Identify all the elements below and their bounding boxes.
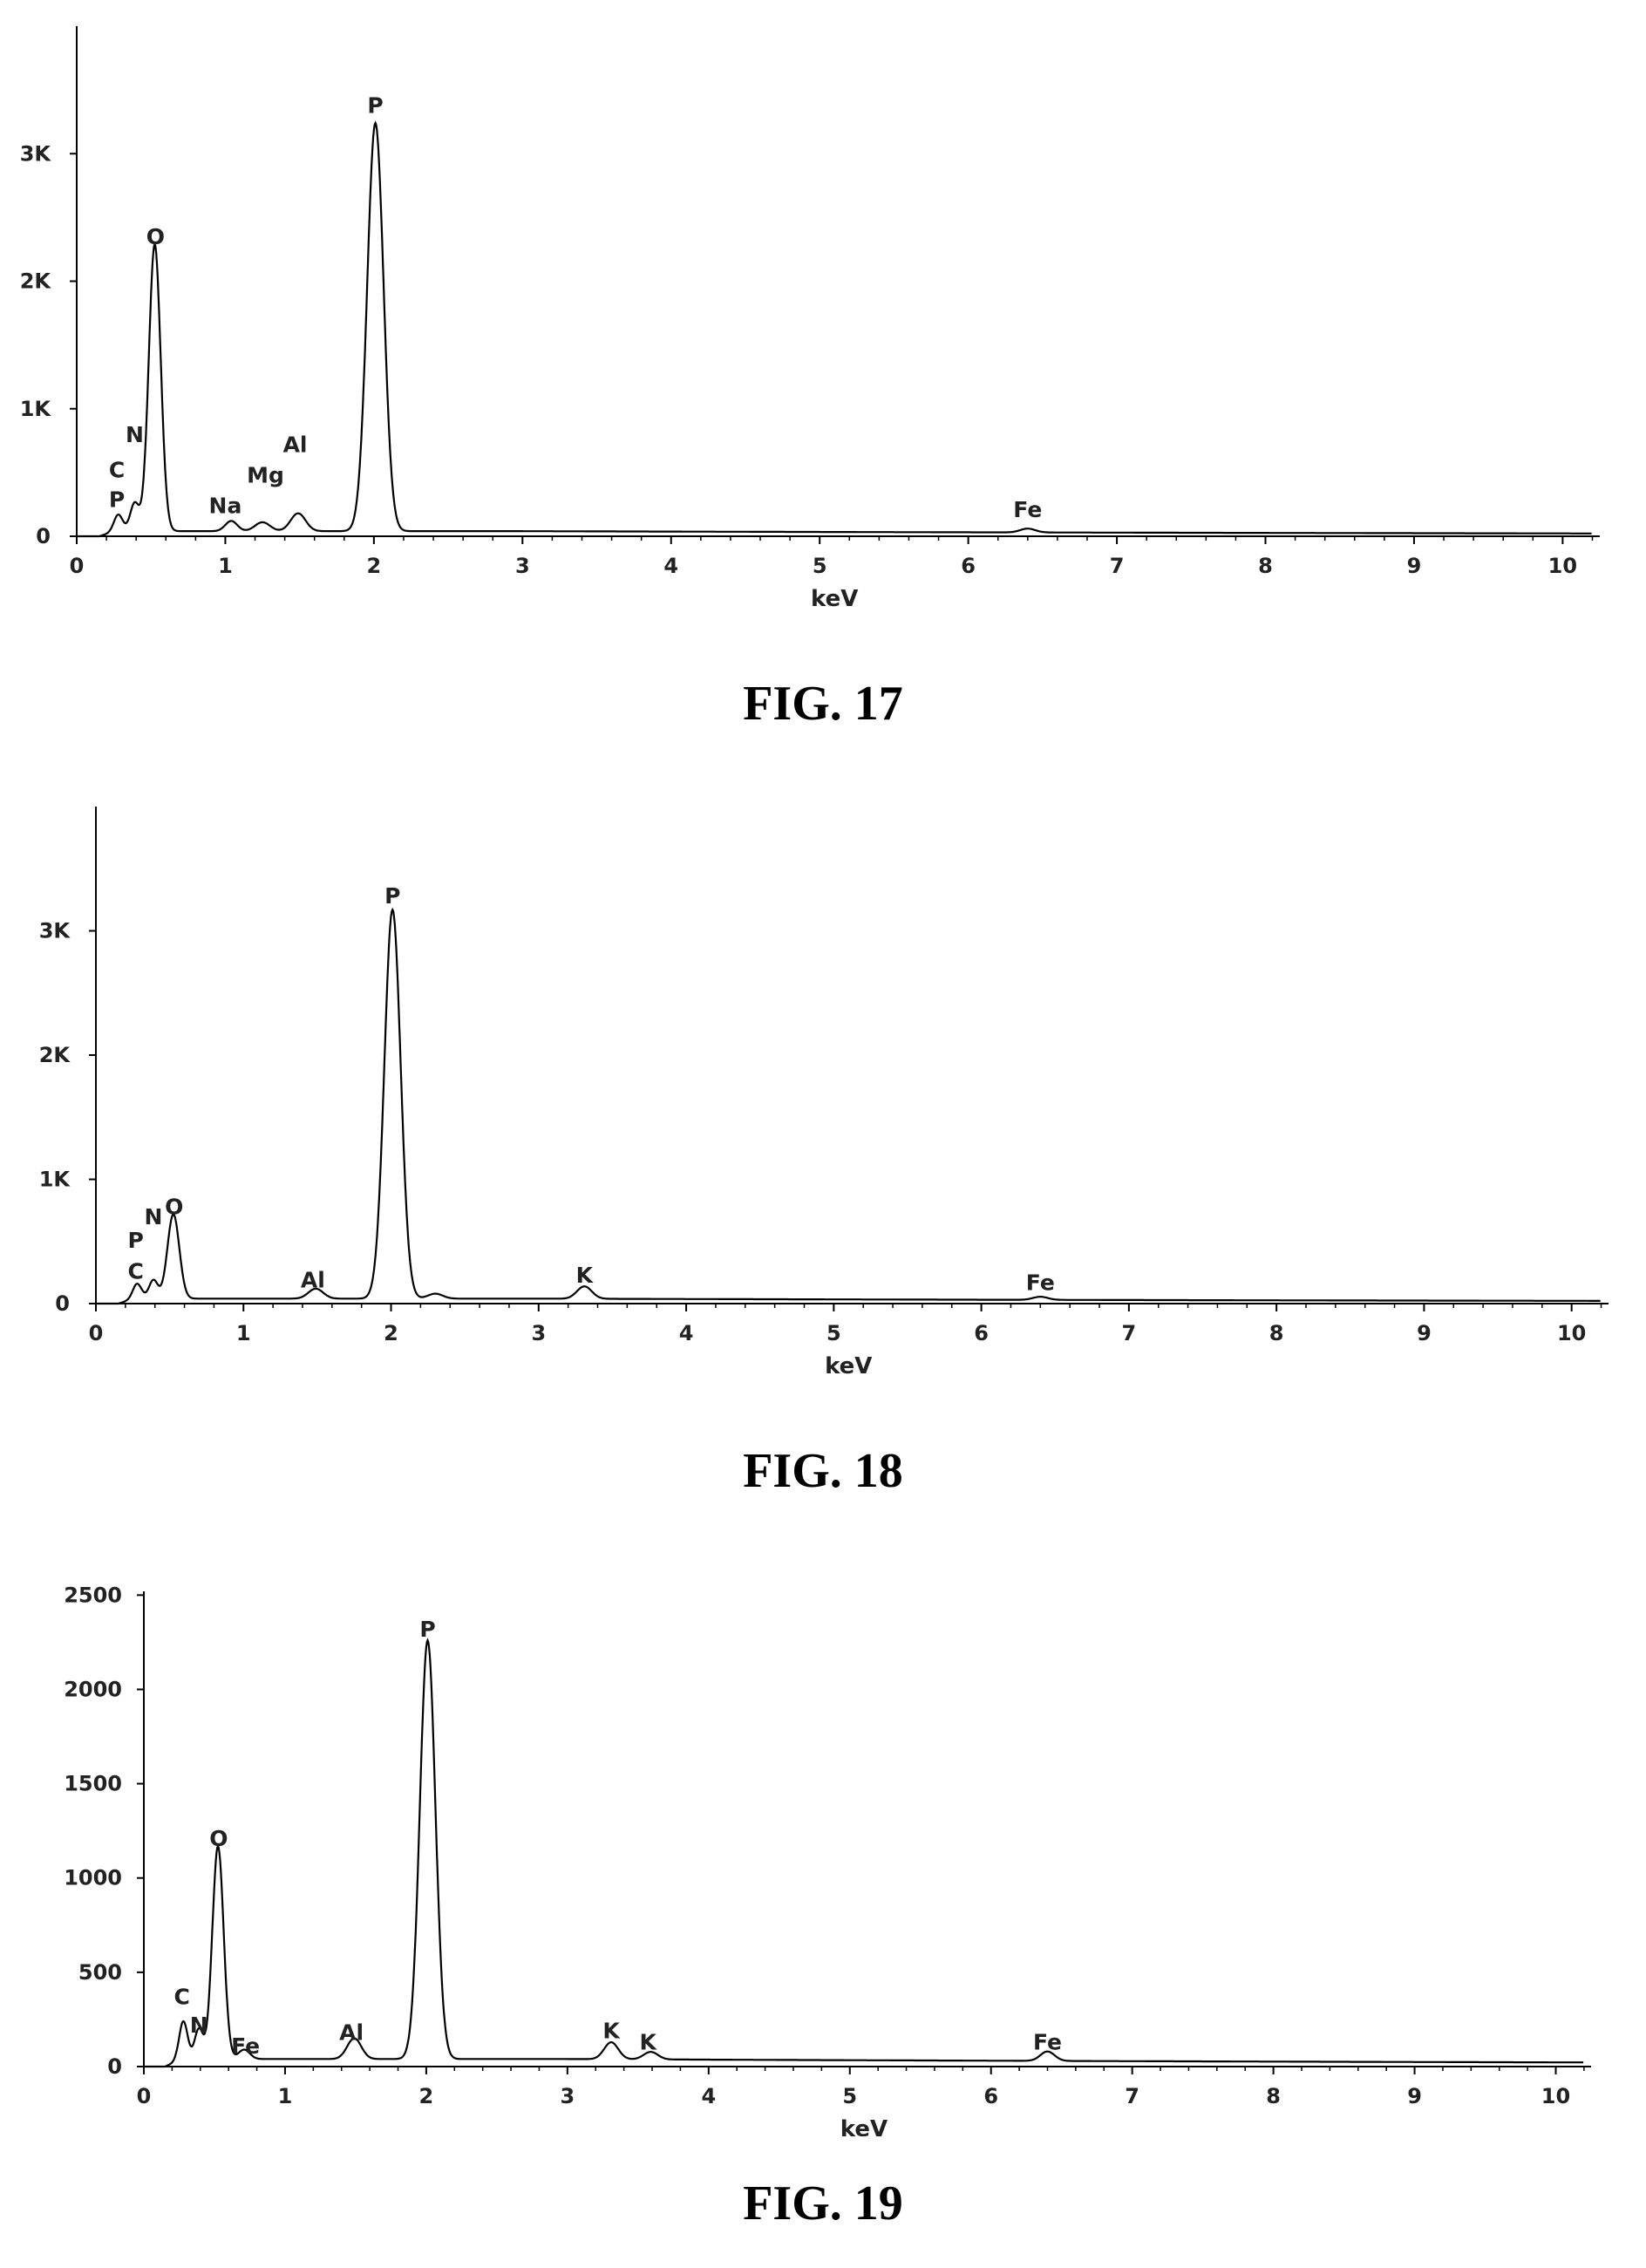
peak-label: P xyxy=(109,487,125,512)
y-tick-label: 0 xyxy=(107,2054,122,2079)
x-tick-label: 4 xyxy=(701,2084,716,2108)
x-tick-label: 2 xyxy=(419,2084,434,2108)
y-tick-label: 1K xyxy=(20,397,52,421)
chart-panel-fig18: 0 1 2 3 4 5 6 7 8 9 10 0 1K 2K 3K keV P C N O Al P K Fe FIG. 18 xyxy=(0,767,1646,1535)
x-tick-label: 10 xyxy=(1548,554,1577,578)
x-tick-label: 3 xyxy=(561,2084,575,2108)
peak-label: Fe xyxy=(231,2033,260,2059)
y-tick-label: 2000 xyxy=(64,1677,122,1701)
y-tick-label: 1K xyxy=(39,1168,71,1192)
peak-label: N xyxy=(190,2013,208,2038)
x-tick-label: 7 xyxy=(1122,1321,1137,1345)
x-tick-label: 5 xyxy=(826,1321,841,1345)
peak-label: Na xyxy=(209,494,242,519)
x-tick-label: 6 xyxy=(974,1321,989,1345)
x-tick-label: 5 xyxy=(813,554,827,578)
figure-caption-fig19: FIG. 19 xyxy=(743,2176,903,2231)
x-tick-label: 9 xyxy=(1407,554,1422,578)
spectrum-line xyxy=(144,1638,1584,2068)
peak-label: P xyxy=(384,883,400,909)
y-tick-label: 500 xyxy=(78,1960,122,1985)
peak-label: C xyxy=(174,1985,190,2010)
eds-spectrum-chart-fig19: 0 1 2 3 4 5 6 7 8 9 10 0 500 1000 1500 2000 2500 keV CN O Fe… xyxy=(64,1583,1591,2136)
peak-label: K xyxy=(576,1263,595,1288)
x-axis-title: keV xyxy=(811,586,858,612)
x-tick-label: 6 xyxy=(983,2084,998,2108)
x-tick-label: 4 xyxy=(663,554,678,578)
x-tick-label: 0 xyxy=(137,2084,152,2108)
x-tick-label: 2 xyxy=(367,554,382,578)
peak-label: P xyxy=(128,1228,144,1253)
x-tick-label: 1 xyxy=(278,2084,293,2108)
spectrum-line xyxy=(77,120,1592,538)
x-tick-label: 8 xyxy=(1258,554,1273,578)
x-tick-label: 8 xyxy=(1266,2084,1281,2108)
x-tick-label: 9 xyxy=(1417,1321,1432,1345)
figure-caption-fig17: FIG. 17 xyxy=(743,677,903,731)
y-tick-label: 2K xyxy=(39,1043,71,1067)
x-tick-label: 1 xyxy=(218,554,233,578)
x-tick-label: 10 xyxy=(1557,1321,1586,1345)
figure-caption-fig18: FIG. 18 xyxy=(743,1444,903,1498)
peak-label: N xyxy=(126,422,144,447)
x-tick-label: 9 xyxy=(1407,2084,1422,2108)
peak-label: Fe xyxy=(1013,497,1042,522)
chart-panel-fig19: 0 1 2 3 4 5 6 7 8 9 10 0 500 1000 1500 2000 2500 keV C N O Fe… xyxy=(0,1561,1646,2268)
peak-label: Fe xyxy=(1033,2030,1062,2055)
peak-label: P xyxy=(367,92,383,118)
x-tick-label: 6 xyxy=(961,554,976,578)
x-tick-label: 3 xyxy=(515,554,530,578)
y-tick-label: 0 xyxy=(36,524,51,548)
x-tick-label: 10 xyxy=(1541,2084,1570,2108)
x-tick-label: 2 xyxy=(384,1321,398,1345)
x-axis-title: keV xyxy=(840,2116,888,2136)
peak-label: P xyxy=(419,1617,435,1642)
y-tick-label: 2K xyxy=(20,269,52,294)
y-tick-label: 0 xyxy=(55,1291,70,1316)
x-tick-label: 4 xyxy=(679,1321,694,1345)
x-tick-label: 1 xyxy=(236,1321,251,1345)
peak-label: C xyxy=(128,1259,144,1284)
x-axis-title: keV xyxy=(825,1353,872,1379)
x-tick-label: 5 xyxy=(842,2084,857,2108)
peak-label: Fe xyxy=(1026,1270,1055,1295)
x-tick-label: 3 xyxy=(531,1321,546,1345)
peak-label: O xyxy=(165,1194,183,1219)
y-tick-label: 3K xyxy=(20,141,52,166)
peak-label: C xyxy=(109,458,125,483)
y-tick-label: 3K xyxy=(39,919,71,943)
y-tick-label: 1000 xyxy=(64,1866,122,1890)
x-tick-label: 0 xyxy=(89,1321,104,1345)
x-tick-label: 8 xyxy=(1269,1321,1284,1345)
y-tick-label: 2500 xyxy=(64,1583,122,1607)
peak-label: N xyxy=(145,1204,163,1229)
x-tick-label: 7 xyxy=(1110,554,1125,578)
peak-label: Al xyxy=(283,432,308,457)
peak-label: Al xyxy=(339,2020,364,2046)
x-tick-label: 7 xyxy=(1125,2084,1139,2108)
peak-label: O xyxy=(146,224,165,249)
x-tick-label: 0 xyxy=(70,554,85,578)
peak-label: O xyxy=(209,1826,228,1851)
spectrum-line xyxy=(96,907,1601,1305)
chart-panel-fig17: 0 1 2 3 4 5 6 7 8 9 10 0 1K 2K 3K keV C P N O Na Mg Al P Fe FIG.… xyxy=(0,0,1646,750)
peak-label: Mg xyxy=(247,463,284,488)
peak-label: Al xyxy=(301,1267,325,1292)
y-tick-label: 1500 xyxy=(64,1772,122,1796)
peak-label: K xyxy=(602,2019,621,2044)
peak-label: K xyxy=(639,2030,657,2055)
